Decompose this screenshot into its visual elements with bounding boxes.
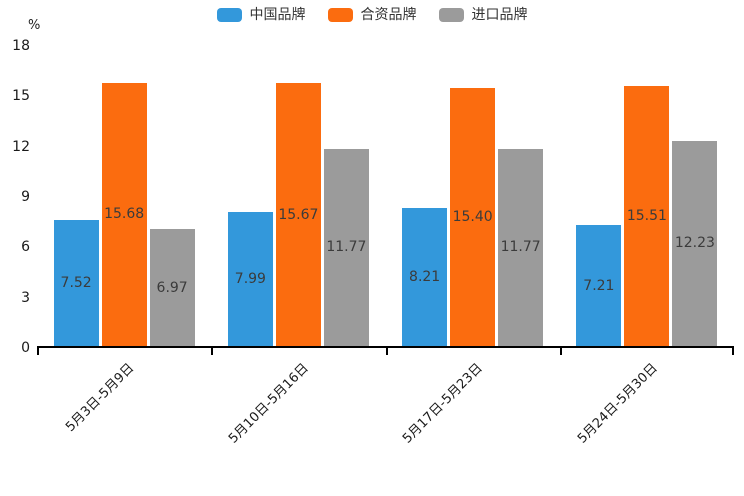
x-tick-mark	[559, 348, 562, 355]
bar-value-label: 15.40	[452, 208, 493, 225]
x-category-label: 5月17日-5月23日	[400, 360, 487, 447]
bar-value-label: 11.77	[326, 239, 367, 256]
bar-value-label: 12.23	[674, 235, 715, 252]
bar-group-1: 7.52 15.68 6.97	[37, 46, 211, 346]
y-tick-label: 9	[21, 189, 30, 205]
bar-value-label: 15.67	[278, 206, 319, 223]
legend-item-label: 进口品牌	[471, 7, 528, 23]
plot-area: 7.52 15.68 6.97 7.99 15.67 11.77 8.21 15.40 11.7…	[37, 46, 734, 348]
chart-legend: 中国品牌 合资品牌 进口品牌	[0, 8, 744, 22]
bar-中国品牌-2: 7.99	[227, 211, 273, 346]
legend-item-label: 中国品牌	[249, 7, 306, 23]
bar-合资品牌-4: 15.51	[624, 85, 670, 346]
bar-进口品牌-1: 6.97	[149, 229, 195, 346]
bar-中国品牌-4: 7.21	[576, 225, 622, 346]
y-tick-label: 6	[21, 239, 30, 256]
bar-value-label: 15.51	[626, 207, 667, 224]
x-category-label: 5月24日-5月30日	[574, 360, 661, 447]
x-category-label: 5月10日-5月16日	[226, 360, 312, 447]
bar-group-3: 8.21 15.40 11.77	[386, 46, 560, 346]
bar-进口品牌-4: 12.23	[672, 140, 718, 346]
legend-item-1[interactable]: 中国品牌	[216, 7, 306, 23]
bar-value-label: 11.77	[500, 239, 541, 256]
legend-swatch-icon	[216, 8, 242, 22]
legend-item-3[interactable]: 进口品牌	[438, 7, 528, 23]
x-tick-mark	[385, 348, 388, 355]
y-tick-label: 12	[12, 138, 30, 155]
x-tick-mark	[37, 348, 39, 355]
bar-group-2: 7.99 15.67 11.77	[211, 46, 385, 346]
x-category-label: 5月3日-5月9日	[63, 360, 138, 435]
y-tick-label: 3	[21, 289, 30, 306]
bar-进口品牌-3: 11.77	[498, 148, 544, 346]
x-tick-mark	[211, 348, 214, 355]
bar-合资品牌-3: 15.40	[450, 87, 496, 346]
bar-value-label: 15.68	[104, 206, 145, 223]
legend-swatch-icon	[438, 8, 464, 22]
bar-value-label: 7.52	[60, 274, 92, 291]
y-tick-label: 0	[21, 340, 30, 356]
y-axis-unit-label: %	[28, 18, 41, 33]
bar-合资品牌-2: 15.67	[275, 83, 321, 346]
bar-value-label: 7.21	[583, 277, 615, 294]
x-tick-mark	[732, 348, 734, 355]
bar-中国品牌-3: 8.21	[402, 208, 448, 346]
bar-value-label: 8.21	[409, 269, 441, 286]
bar-合资品牌-1: 15.68	[101, 82, 147, 346]
legend-swatch-icon	[327, 8, 353, 22]
bar-进口品牌-2: 11.77	[323, 148, 369, 346]
bar-value-label: 7.99	[234, 270, 266, 287]
bar-group-4: 7.21 15.51 12.23	[560, 46, 734, 346]
legend-item-label: 合资品牌	[360, 7, 417, 23]
y-tick-label: 15	[12, 88, 30, 105]
bar-value-label: 6.97	[156, 279, 188, 296]
bar-中国品牌-1: 7.52	[53, 219, 99, 346]
y-tick-label: 18	[12, 38, 30, 54]
legend-item-2[interactable]: 合资品牌	[327, 7, 417, 23]
